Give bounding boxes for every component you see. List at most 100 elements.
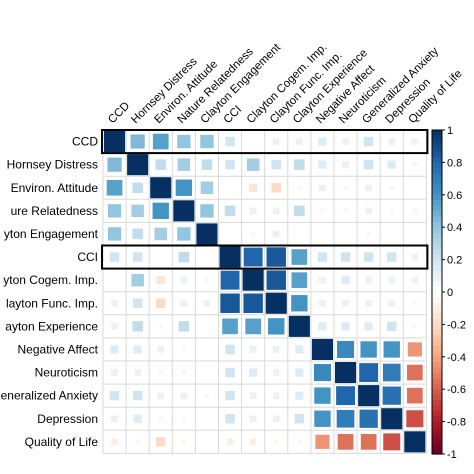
correlation-cell: Clayton Cogem. Imp. / Depression: 0.1 (388, 276, 396, 284)
correlation-cell: CCI / Negative Affect: 0.2 (317, 252, 328, 262)
correlation-cell: Hornsey Distress / CCI: 0.2 (225, 159, 235, 170)
correlation-cell: CCI / Nature Relatedness: 0.25 (178, 251, 190, 263)
color-legend: 1 0.8 0.6 0.4 0.2 0 -0.2 -0.4 -0.6 -0.8 -1 (431, 125, 466, 461)
correlation-cell: Clayton Experience / Quality of Life: -0… (412, 323, 418, 329)
correlation-cell: Clayton Func. Imp. / Clayton Experience:… (291, 295, 308, 312)
correlation-cell: Clayton Func. Imp. / Depression: 0.1 (388, 299, 396, 307)
correlation-cell: Environ. Attitude / Clayton Engagement: … (200, 181, 214, 194)
correlation-cell: Environ. Attitude / Clayton Func. Imp.: … (271, 183, 281, 193)
correlation-cell: CCD / Clayton Experience: 0.1 (296, 138, 303, 145)
correlation-cell: Quality of Life / Hornsey Distress: -0.0… (135, 439, 141, 445)
legend-gradient-step (432, 248, 442, 255)
correlation-cell: Clayton Cogem. Imp. / Neuroticism: 0.15 (341, 276, 350, 285)
legend-gradient-step (432, 448, 442, 455)
legend-gradient-step (432, 432, 442, 439)
correlation-cell: Quality of Life / Generalized Anxiety: -… (360, 434, 377, 450)
row-label: layton Func. Imp. (6, 296, 98, 310)
correlation-cell: CCI / Quality of Life: -0.1 (411, 253, 419, 261)
correlation-cell: Nature Relatedness / Hornsey Distress: 0… (131, 204, 144, 218)
correlation-cell: Depression / Clayton Cogem. Imp.: 0.1 (249, 415, 257, 423)
correlation-cell: CCI / Clayton Func. Imp.: 0.85 (266, 247, 286, 267)
correlation-cell: Clayton Experience / Neuroticism: 0.15 (341, 322, 350, 331)
correlation-cell: Environ. Attitude / Negative Affect: 0.1 (319, 184, 326, 192)
correlation-cell: Depression / Depression: 1 (381, 408, 403, 430)
legend-gradient-step (432, 211, 442, 217)
legend-gradient-step (432, 400, 442, 406)
legend-tick-label: 1 (447, 125, 453, 137)
correlation-cell: Hornsey Distress / Neuroticism: 0.1 (342, 161, 349, 168)
legend-gradient-step (432, 351, 442, 358)
legend-tick-label: -1 (447, 449, 457, 461)
correlation-cell: Quality of Life / CCD: -0.1 (111, 438, 118, 446)
correlation-cell: Clayton Cogem. Imp. / Nature Relatedness… (180, 276, 188, 284)
legend-gradient-step (432, 184, 442, 190)
legend-tick-label: -0.8 (447, 417, 466, 429)
correlation-cell: CCD / CCI: 0.2 (225, 136, 235, 147)
legend-gradient-step (432, 340, 442, 347)
cell-layer: CCD / CCD: 1 CCD / Hornsey Distress: 0.45… (102, 129, 427, 454)
correlation-cell: Negative Affect / Negative Affect: 1 (311, 338, 333, 360)
correlation-cell: Clayton Cogem. Imp. / Hornsey Distress: … (131, 273, 144, 287)
correlation-cell: Generalized Anxiety / Nature Relatedness… (180, 392, 188, 399)
correlation-cell: Negative Affect / Generalized Anxiety: 0… (360, 341, 377, 358)
correlation-cell: Quality of Life / Nature Relatedness: -0… (181, 439, 187, 445)
legend-gradient-step (432, 308, 442, 315)
correlation-cell: Nature Relatedness / Quality of Life: -0… (412, 208, 418, 214)
correlation-cell: Negative Affect / Environ. Attitude: 0.1 (157, 346, 165, 353)
legend-gradient-step (432, 443, 442, 450)
correlation-cell: Quality of Life / Neuroticism: -0.55 (337, 434, 354, 450)
correlation-cell: CCI / Neuroticism: 0.2 (340, 252, 351, 262)
correlation-cell: Neuroticism / Generalized Anxiety: 0.8 (359, 363, 379, 382)
correlation-cell: CCD / Negative Affect: 0.15 (318, 137, 327, 146)
correlation-cell: Environ. Attitude / Nature Relatedness: … (175, 179, 193, 196)
correlation-cell: Clayton Func. Imp. / CCI: 0.85 (220, 293, 240, 313)
correlation-cell: Clayton Cogem. Imp. / Clayton Func. Imp.… (266, 270, 286, 290)
correlation-cell: Quality of Life / Depression: -0.65 (383, 433, 401, 451)
legend-gradient-step (432, 194, 442, 201)
legend-gradient-step (432, 157, 442, 163)
correlation-cell: Clayton Experience / CCI: 0.55 (222, 318, 238, 335)
legend-gradient-step (432, 216, 442, 223)
correlation-cell: Hornsey Distress / Clayton Func. Imp.: 0… (271, 159, 281, 170)
legend-gradient-step (432, 189, 442, 196)
legend-gradient-step (432, 356, 442, 363)
correlation-cell: CCD / Clayton Func. Imp.: 0.1 (272, 138, 280, 145)
correlation-cell: Clayton Engagement / Nature Relatedness:… (177, 227, 191, 241)
correlation-cell: Generalized Anxiety / Environ. Attitude:… (157, 392, 165, 399)
correlation-cell: Generalized Anxiety / Clayton Func. Imp.… (272, 392, 280, 399)
legend-tick-label: 0.8 (447, 157, 462, 169)
legend-gradient-step (432, 346, 442, 352)
legend-gradient-step (432, 416, 442, 423)
correlation-cell: Clayton Engagement / Clayton Func. Imp.:… (272, 230, 280, 238)
correlation-cell: Generalized Anxiety / Clayton Engagement… (204, 393, 210, 399)
correlation-cell: Quality of Life / Clayton Cogem. Imp.: -… (249, 438, 257, 446)
correlation-cell: Neuroticism / Hornsey Distress: 0.1 (134, 369, 141, 376)
correlation-cell: Clayton Func. Imp. / Nature Relatedness:… (180, 299, 188, 307)
legend-gradient-step (432, 378, 442, 385)
correlation-cell: Clayton Engagement / Clayton Cogem. Imp.… (250, 231, 256, 237)
correlation-cell: Quality of Life / Clayton Func. Imp.: -0… (273, 439, 279, 445)
correlation-cell: Nature Relatedness / Generalized Anxiety… (365, 207, 372, 215)
legend-gradient-step (432, 394, 442, 401)
legend-gradient-step (432, 167, 442, 174)
correlation-cell: Depression / Clayton Experience: 0.2 (294, 414, 305, 424)
correlation-cell: CCI / Generalized Anxiety: 0.2 (363, 252, 374, 262)
correlation-cell: Negative Affect / Neuroticism: 0.65 (337, 340, 355, 358)
legend-gradient-step (432, 373, 442, 379)
correlation-cell: Generalized Anxiety / Clayton Experience… (295, 391, 304, 400)
correlation-cell: Depression / Generalized Anxiety: 0.75 (359, 409, 378, 428)
legend-gradient-step (432, 140, 442, 147)
legend-gradient-step (432, 205, 442, 212)
correlation-cell: Clayton Experience / Nature Relatedness:… (178, 321, 190, 332)
correlation-cell: Negative Affect / Clayton Func. Imp.: 0.… (272, 346, 280, 353)
correlation-cell: Nature Relatedness / Neuroticism: 0.05 (343, 208, 348, 214)
correlation-cell: Generalized Anxiety / Negative Affect: 0… (314, 387, 331, 404)
row-highlight-box (101, 244, 429, 270)
legend-gradient-step (432, 259, 442, 266)
row-label: Quality of Life (25, 435, 99, 449)
correlation-cell: Hornsey Distress / Generalized Anxiety: … (363, 159, 374, 170)
correlation-cell: CCI / CCI: 1 (219, 246, 241, 268)
correlation-cell: Hornsey Distress / Quality of Life: -0.0… (412, 162, 418, 168)
correlation-cell: CCI / Hornsey Distress: 0.2 (132, 252, 143, 262)
